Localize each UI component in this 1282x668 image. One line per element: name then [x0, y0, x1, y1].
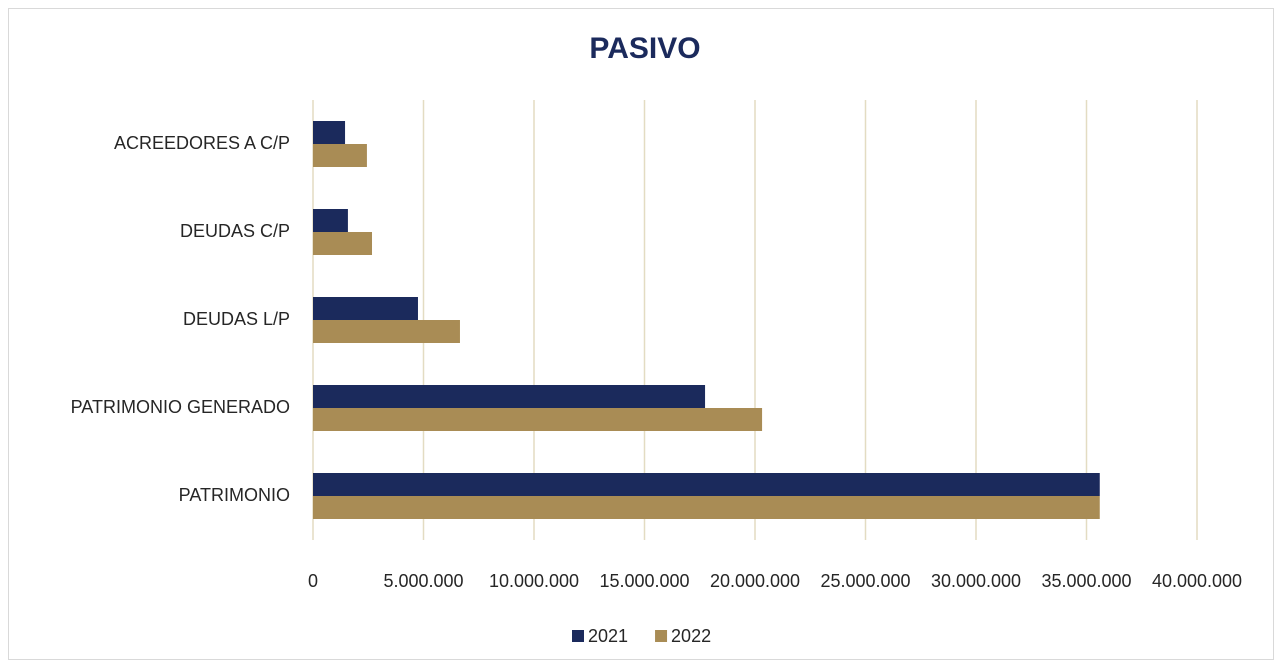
bar: [313, 232, 373, 255]
bar: [313, 473, 1100, 496]
x-tick-label: 40.000.000: [1152, 571, 1242, 591]
bar: [313, 297, 418, 320]
legend-swatch: [572, 630, 584, 642]
x-tick-label: 30.000.000: [931, 571, 1021, 591]
y-tick-label: DEUDAS C/P: [180, 221, 290, 241]
x-tick-label: 5.000.000: [383, 571, 463, 591]
x-tick-label: 25.000.000: [820, 571, 910, 591]
y-tick-label: PATRIMONIO: [179, 485, 290, 505]
x-tick-label: 10.000.000: [489, 571, 579, 591]
bar: [313, 408, 763, 431]
chart-title: PASIVO: [589, 32, 700, 65]
x-tick-label: 20.000.000: [710, 571, 800, 591]
x-tick-label: 0: [308, 571, 318, 591]
bar: [313, 320, 460, 343]
chart-border: [8, 8, 1274, 660]
y-tick-label: PATRIMONIO GENERADO: [71, 397, 290, 417]
bar: [313, 121, 346, 144]
y-tick-label: DEUDAS L/P: [183, 309, 290, 329]
legend-label: 2022: [671, 626, 711, 646]
bar: [313, 496, 1100, 519]
bar: [313, 385, 706, 408]
x-tick-label: 15.000.000: [599, 571, 689, 591]
y-tick-label: ACREEDORES A C/P: [114, 133, 290, 153]
bar: [313, 209, 348, 232]
bar: [313, 144, 367, 167]
legend-label: 2021: [588, 626, 628, 646]
x-tick-label: 35.000.000: [1041, 571, 1131, 591]
legend-swatch: [655, 630, 668, 642]
